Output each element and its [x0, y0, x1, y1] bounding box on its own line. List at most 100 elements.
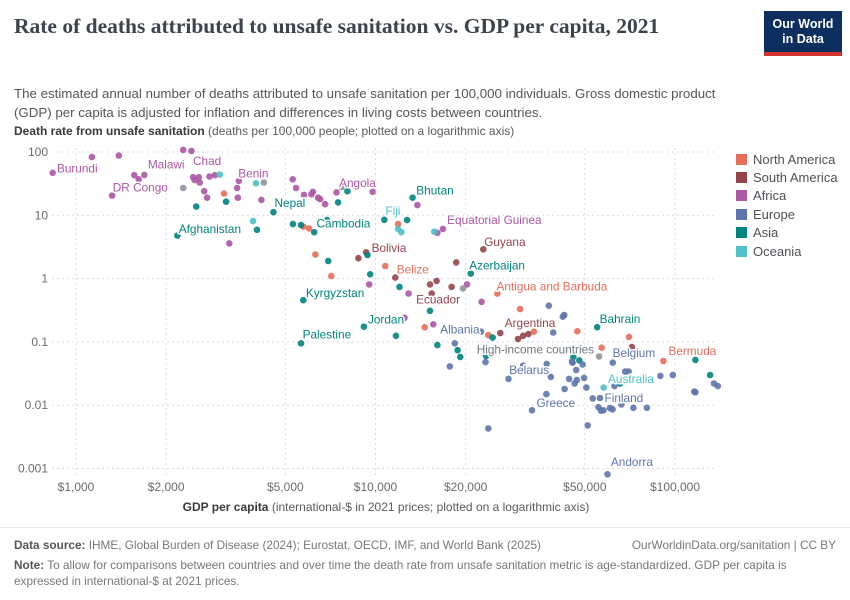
data-point[interactable]: [583, 384, 590, 391]
data-point[interactable]: [200, 187, 208, 195]
data-point[interactable]: [530, 328, 538, 336]
data-point[interactable]: [308, 191, 315, 198]
data-point[interactable]: [323, 216, 331, 224]
data-point[interactable]: [324, 257, 332, 265]
data-point[interactable]: [478, 298, 485, 306]
data-point[interactable]: [300, 191, 308, 199]
data-point[interactable]: [211, 171, 219, 179]
data-point[interactable]: [609, 359, 617, 367]
data-point[interactable]: [561, 385, 568, 393]
data-point[interactable]: [364, 251, 371, 259]
data-point[interactable]: [692, 356, 699, 364]
data-point[interactable]: [482, 358, 489, 366]
data-point[interactable]: [316, 195, 324, 203]
data-point[interactable]: [611, 382, 618, 390]
data-point[interactable]: [439, 225, 447, 233]
legend-item-oceania[interactable]: Oceania: [736, 242, 838, 260]
legend-item-north-america[interactable]: North America: [736, 150, 838, 168]
data-point[interactable]: [457, 353, 464, 361]
legend-item-asia[interactable]: Asia: [736, 224, 838, 242]
data-point[interactable]: [598, 344, 605, 352]
data-point[interactable]: [706, 371, 714, 379]
data-point[interactable]: [196, 179, 204, 186]
data-point[interactable]: [270, 208, 277, 216]
data-point[interactable]: [477, 328, 485, 336]
data-point[interactable]: [258, 196, 265, 204]
data-point[interactable]: [572, 366, 580, 374]
data-point[interactable]: [312, 251, 319, 258]
data-point[interactable]: [396, 283, 403, 291]
data-point[interactable]: [297, 340, 305, 347]
data-point[interactable]: [328, 272, 335, 280]
data-point[interactable]: [344, 187, 351, 195]
data-point[interactable]: [609, 406, 616, 413]
data-point[interactable]: [482, 352, 490, 360]
data-point[interactable]: [355, 254, 362, 262]
data-point[interactable]: [405, 290, 412, 297]
data-point[interactable]: [192, 203, 200, 210]
data-point[interactable]: [108, 192, 116, 199]
data-point[interactable]: [580, 374, 588, 382]
data-point[interactable]: [403, 216, 411, 224]
data-point[interactable]: [528, 407, 536, 414]
data-point[interactable]: [115, 152, 123, 159]
data-point[interactable]: [451, 340, 459, 347]
data-point[interactable]: [174, 232, 181, 239]
data-point[interactable]: [625, 333, 633, 341]
data-point[interactable]: [616, 380, 624, 387]
data-point[interactable]: [505, 375, 512, 383]
data-point[interactable]: [489, 334, 496, 341]
data-point[interactable]: [463, 281, 471, 288]
data-point[interactable]: [305, 225, 313, 232]
legend-item-south-america[interactable]: South America: [736, 168, 838, 186]
data-point[interactable]: [381, 216, 388, 224]
data-point[interactable]: [569, 359, 576, 367]
data-point[interactable]: [593, 323, 601, 331]
data-point[interactable]: [519, 332, 527, 340]
data-point[interactable]: [206, 173, 213, 180]
data-point[interactable]: [604, 471, 611, 478]
data-point[interactable]: [433, 277, 440, 285]
data-point[interactable]: [135, 176, 142, 183]
data-point[interactable]: [249, 217, 257, 225]
data-point[interactable]: [516, 305, 524, 313]
data-point[interactable]: [589, 395, 596, 402]
data-point[interactable]: [289, 176, 297, 183]
data-point[interactable]: [446, 363, 454, 370]
data-point[interactable]: [669, 371, 677, 379]
data-point[interactable]: [421, 324, 429, 331]
data-point[interactable]: [426, 281, 434, 288]
data-point[interactable]: [297, 221, 305, 229]
data-point[interactable]: [203, 194, 211, 201]
data-point[interactable]: [621, 368, 629, 375]
owid-logo[interactable]: Our World in Data: [764, 11, 842, 56]
data-point[interactable]: [545, 302, 553, 310]
data-point[interactable]: [310, 228, 318, 236]
data-point[interactable]: [226, 240, 233, 247]
data-point[interactable]: [467, 270, 475, 277]
footer-link[interactable]: OurWorldinData.org/sanitation | CC BY: [631, 538, 836, 552]
data-point[interactable]: [233, 184, 241, 192]
data-point[interactable]: [596, 394, 604, 402]
data-point[interactable]: [497, 329, 504, 337]
data-point[interactable]: [260, 179, 268, 186]
data-point[interactable]: [597, 407, 605, 415]
data-point[interactable]: [547, 373, 555, 381]
data-point[interactable]: [543, 390, 550, 398]
data-point[interactable]: [525, 330, 532, 338]
data-point[interactable]: [220, 190, 228, 197]
data-point[interactable]: [195, 173, 203, 181]
data-point[interactable]: [401, 314, 408, 322]
data-point[interactable]: [549, 329, 557, 336]
data-point[interactable]: [382, 262, 389, 270]
data-point[interactable]: [628, 343, 636, 351]
data-point[interactable]: [131, 171, 138, 179]
data-point[interactable]: [428, 290, 436, 297]
data-point[interactable]: [365, 281, 373, 288]
data-point[interactable]: [369, 188, 376, 196]
data-point[interactable]: [141, 171, 148, 179]
data-point[interactable]: [188, 147, 195, 155]
data-point[interactable]: [485, 425, 492, 432]
data-point[interactable]: [454, 346, 461, 354]
data-point[interactable]: [448, 283, 455, 291]
